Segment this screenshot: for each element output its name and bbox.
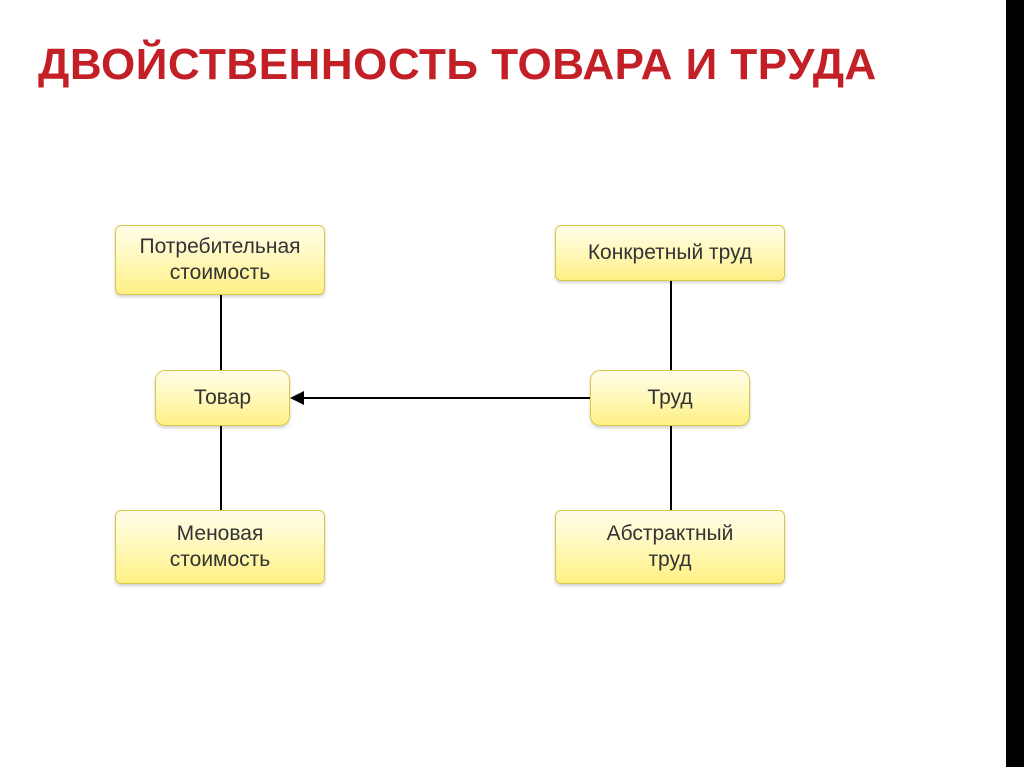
node-label: Товар (194, 385, 251, 411)
arrowhead-trud-tovar (290, 391, 304, 405)
node-exchange-value: Меноваястоимость (115, 510, 325, 584)
node-abstract-labor: Абстрактныйтруд (555, 510, 785, 584)
diagram-canvas: Потребительнаястоимость Конкретный труд … (0, 0, 1024, 767)
edge-concrete-trud (670, 281, 672, 371)
node-label: Конкретный труд (588, 240, 752, 266)
node-use-value: Потребительнаястоимость (115, 225, 325, 295)
edge-use-value-tovar (220, 295, 222, 371)
node-concrete-labor: Конкретный труд (555, 225, 785, 281)
node-label: Потребительнаястоимость (139, 234, 300, 287)
node-trud: Труд (590, 370, 750, 426)
edge-trud-tovar (302, 397, 590, 399)
node-label: Меноваястоимость (170, 521, 270, 574)
node-label: Труд (647, 385, 692, 411)
node-label: Абстрактныйтруд (607, 521, 734, 574)
edge-tovar-exchange (220, 426, 222, 511)
edge-trud-abstract (670, 426, 672, 511)
node-tovar: Товар (155, 370, 290, 426)
